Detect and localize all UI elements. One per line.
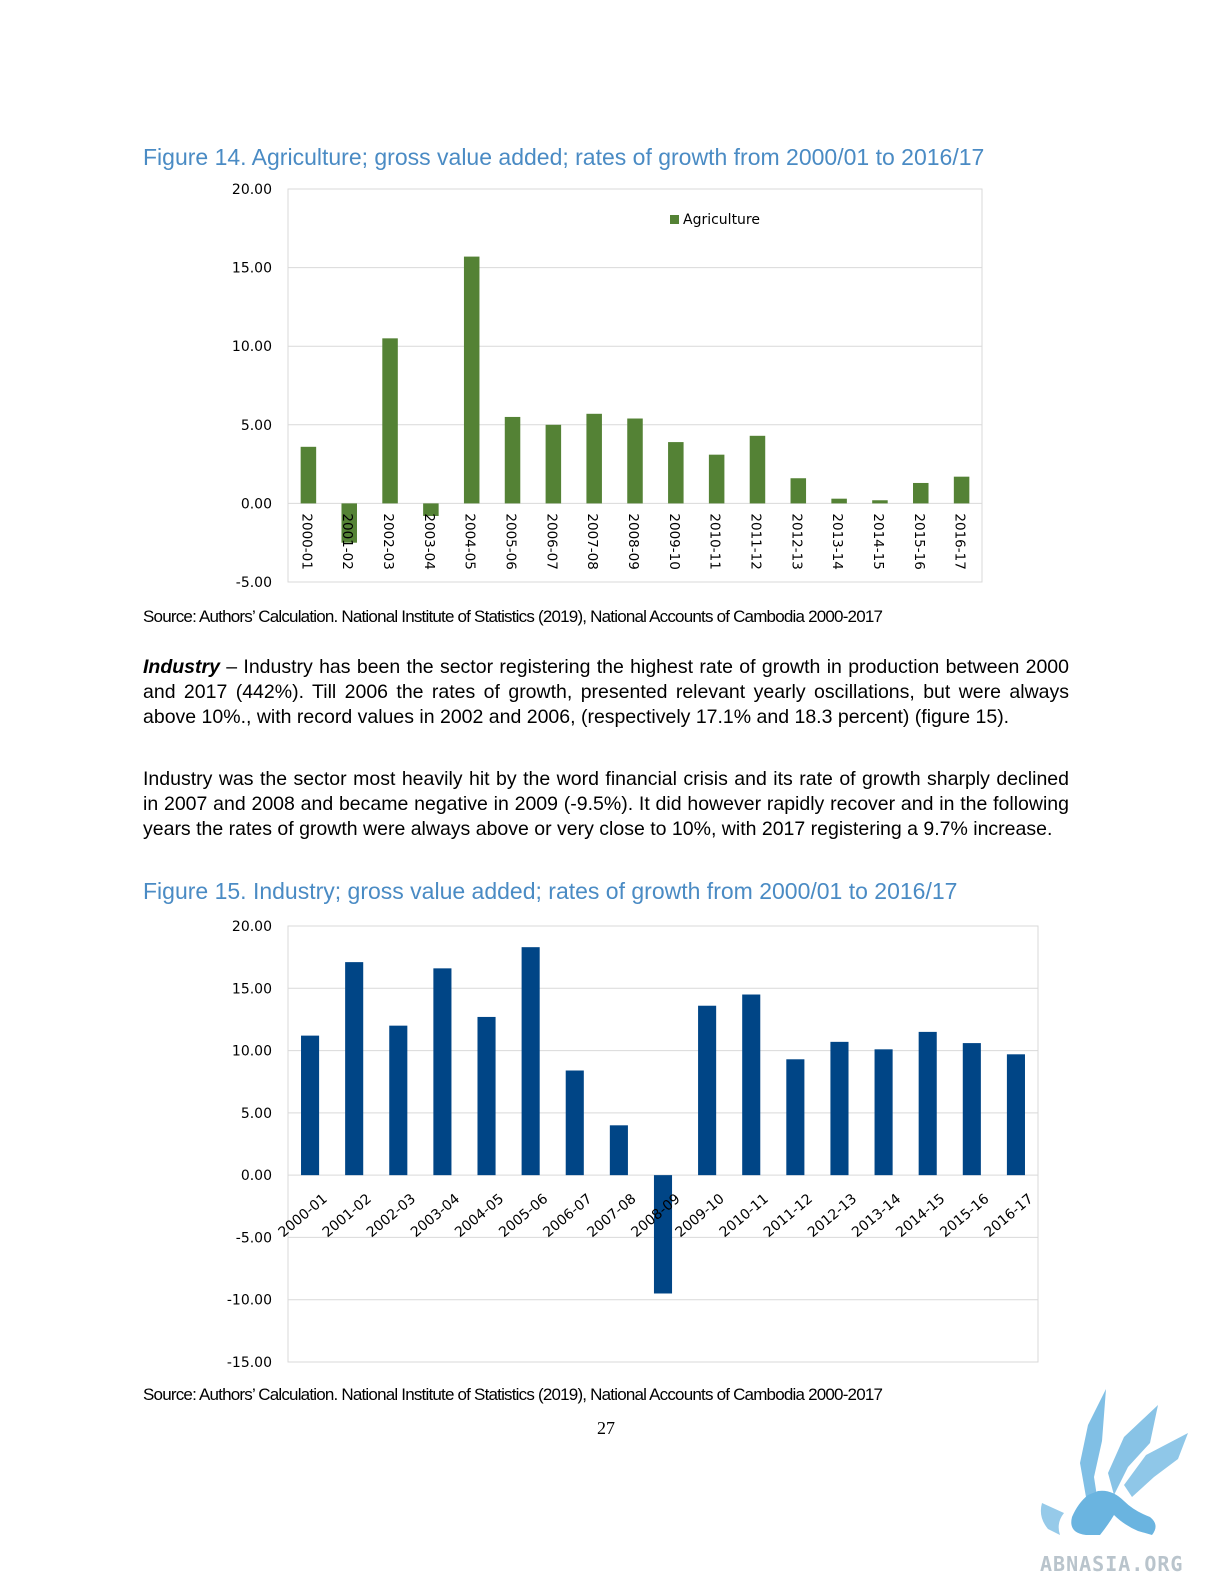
bar-2013-14	[874, 1049, 893, 1176]
x-tick-label: 2009-10	[666, 513, 682, 569]
industry-growth-chart: 20.00 15.00 10.00 5.00 0.00 -5.00 -10.00 -15.00…	[227, 919, 1039, 1371]
x-tick-label: 2004-05	[462, 513, 478, 569]
bar-2000-01	[301, 1035, 320, 1176]
bar-2006-07	[545, 424, 562, 504]
bar-2003-04	[423, 503, 439, 516]
x-tick-label: 2007-08	[584, 1191, 639, 1241]
y-tick-label: 20.00	[232, 182, 272, 198]
x-tick-label: 2014-15	[893, 1191, 948, 1241]
figure-14-title: Figure 14. Agriculture; gross value adde…	[143, 144, 985, 170]
y-tick-label: 20.00	[232, 919, 272, 935]
crisis-paragraph: Industry was the sector most heavily hit…	[143, 768, 1069, 840]
x-tick-label: 2016-17	[952, 513, 968, 569]
industry-paragraph-text: – Industry has been the sector registeri…	[143, 656, 1069, 728]
bar-2002-03	[382, 338, 398, 504]
x-tick-label: 2016-17	[981, 1191, 1036, 1241]
y-tick-label: -10.00	[227, 1293, 272, 1309]
bar-2014-15	[872, 500, 888, 504]
bar-2001-02	[345, 962, 364, 1176]
x-tick-label: 2012-13	[805, 1191, 860, 1241]
figure-14-source: Source: Authors’ Calculation. National I…	[143, 607, 883, 626]
x-tick-label: 2013-14	[829, 513, 845, 569]
bar-2002-03	[389, 1025, 408, 1176]
bar-2001-02	[341, 503, 357, 543]
x-tick-label: 2009-10	[673, 1191, 728, 1241]
x-tick-label: 2008-09	[625, 513, 641, 569]
bar-2005-06	[521, 947, 540, 1176]
x-tick-label: 2002-03	[364, 1191, 419, 1241]
bar-2008-09	[627, 418, 643, 504]
x-tick-label: 2001-02	[320, 1191, 375, 1241]
bar-2005-06	[504, 416, 521, 504]
bar-2016-17	[953, 476, 970, 504]
x-tick-label: 2004-05	[452, 1191, 507, 1241]
legend-label: Agriculture	[683, 212, 760, 228]
bar-2015-16	[913, 482, 929, 504]
bar-2010-11	[708, 454, 725, 504]
x-tick-label: 2015-16	[911, 513, 927, 569]
x-tick-label: 2014-15	[870, 513, 886, 569]
x-tick-label: 2012-13	[788, 513, 804, 569]
figure-15-source: Source: Authors’ Calculation. National I…	[143, 1385, 883, 1404]
y-tick-label: 15.00	[232, 981, 272, 997]
bar-2014-15	[918, 1031, 937, 1176]
y-tick-label: -5.00	[236, 1230, 272, 1246]
x-tick-label: 2010-11	[717, 1191, 772, 1241]
x-tick-label: 2007-08	[584, 513, 600, 569]
bar-2009-10	[668, 442, 684, 504]
figure-15-title: Figure 15. Industry; gross value added; …	[143, 878, 958, 904]
bar-2011-12	[786, 1059, 805, 1176]
y-tick-label: 10.00	[232, 339, 272, 355]
legend-swatch	[670, 215, 679, 224]
industry-heading: Industry	[143, 656, 220, 678]
bar-2015-16	[962, 1043, 981, 1176]
x-tick-label: 2005-06	[503, 513, 519, 569]
x-tick-label: 2006-07	[543, 513, 559, 569]
y-tick-label: 15.00	[232, 261, 272, 277]
y-tick-label: 0.00	[241, 1168, 272, 1184]
bar-2012-13	[830, 1041, 849, 1176]
bar-2016-17	[1006, 1054, 1025, 1176]
bar-2012-13	[790, 478, 807, 504]
logo-text: ABNASIA.ORG	[1040, 1552, 1184, 1576]
bar-2007-08	[609, 1125, 628, 1176]
bar-2004-05	[463, 256, 480, 504]
x-tick-label: 2006-07	[540, 1191, 595, 1241]
x-tick-label: 2000-01	[298, 513, 314, 569]
y-tick-label: 10.00	[232, 1044, 272, 1060]
x-tick-label: 2010-11	[707, 513, 723, 569]
page-number: 27	[597, 1418, 615, 1438]
bar-2008-09	[653, 1175, 673, 1294]
x-tick-label: 2000-01	[276, 1191, 331, 1241]
bar-2006-07	[565, 1070, 584, 1176]
x-tick-label: 2011-12	[747, 513, 763, 569]
x-tick-label: 2003-04	[421, 513, 437, 569]
bar-2000-01	[300, 446, 317, 504]
y-tick-label: 5.00	[241, 1106, 272, 1122]
bar-2004-05	[477, 1016, 496, 1176]
y-tick-label: -15.00	[227, 1355, 272, 1371]
x-tick-label: 2002-03	[380, 513, 396, 569]
y-tick-label: 0.00	[241, 496, 272, 512]
x-tick-label: 2001-02	[339, 513, 355, 569]
bar-2013-14	[831, 498, 847, 504]
bar-2007-08	[586, 413, 602, 504]
y-tick-label: 5.00	[241, 418, 272, 434]
agriculture-growth-chart: 20.00 15.00 10.00 5.00 0.00 -5.00 2000-01 2001-…	[232, 182, 983, 591]
bar-2009-10	[698, 1005, 717, 1176]
y-tick-label: -5.00	[236, 575, 272, 591]
griffin-icon	[1040, 1389, 1188, 1535]
bar-2010-11	[742, 994, 761, 1176]
bar-2011-12	[749, 435, 766, 504]
bar-2003-04	[433, 968, 452, 1176]
industry-paragraph: Industry – Industry has been the sector …	[143, 655, 1069, 730]
x-tick-label: 2011-12	[761, 1191, 816, 1241]
